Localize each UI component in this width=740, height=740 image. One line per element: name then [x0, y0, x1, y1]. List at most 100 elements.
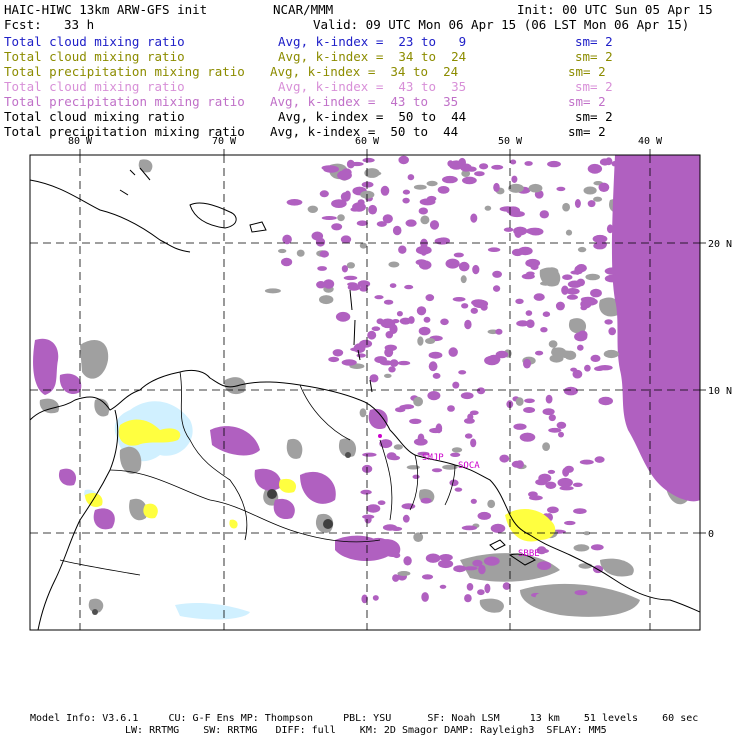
purple-cell — [508, 183, 524, 193]
purple-cell — [319, 250, 329, 258]
purple-cell — [470, 438, 477, 448]
purple-cell — [574, 590, 588, 596]
purple-cell — [296, 249, 305, 257]
purple-cell — [361, 594, 368, 604]
purple-cell — [472, 264, 480, 275]
purple-cell — [392, 225, 402, 236]
legend-field: Total precipitation mixing ratio — [4, 124, 245, 139]
purple-cell — [526, 319, 535, 329]
model-title: HAIC-HIWC 13km ARW-GFS init — [4, 2, 208, 17]
purple-cell — [399, 317, 412, 325]
purple-cell — [572, 482, 583, 487]
legend-avg: Avg, k-index = 34 to 24 — [270, 64, 459, 79]
purple-cell — [418, 207, 428, 215]
purple-cell — [590, 288, 602, 298]
purple-cell — [420, 215, 430, 225]
purple-cell — [528, 183, 543, 193]
purple-cell — [406, 465, 420, 470]
purple-cell — [450, 452, 461, 457]
purple-cell — [377, 500, 386, 506]
purple-cell — [493, 182, 500, 192]
purple-cell — [461, 303, 469, 309]
country-borders — [59, 371, 456, 576]
purple-cell — [458, 261, 470, 272]
purple-cell — [539, 210, 549, 219]
purple-cell — [384, 373, 392, 378]
purple-cell — [425, 553, 441, 563]
purple-cell — [608, 327, 616, 336]
legend-avg: Avg, k-index = 43 to 35 — [270, 94, 459, 109]
purple-cell — [368, 204, 377, 215]
purple-cell — [307, 205, 318, 213]
purple-cell — [548, 414, 556, 422]
purple-cell — [423, 316, 431, 323]
purple-cell — [513, 226, 528, 236]
purple-cell — [323, 279, 335, 289]
purple-cell — [577, 344, 584, 351]
forecast-hour: 33 h — [64, 17, 95, 32]
purple-cell — [359, 408, 367, 418]
purple-cell — [362, 157, 375, 163]
purple-cell — [359, 242, 367, 249]
purple-cell — [487, 499, 496, 509]
purple-cell — [574, 332, 588, 342]
purple-cell — [331, 223, 343, 231]
purple-cell — [428, 361, 438, 372]
purple-cell — [583, 531, 591, 536]
purple-cell — [477, 511, 492, 520]
purple-cell — [526, 227, 542, 235]
purple-cell — [416, 306, 427, 316]
purple-cell — [479, 163, 489, 170]
purple-cell — [316, 281, 326, 289]
purple-cell — [454, 487, 463, 492]
purple-cell — [604, 267, 621, 275]
purple-cell — [332, 349, 344, 357]
purple-cell — [382, 214, 393, 224]
purple-cell — [556, 421, 567, 429]
purple-cell — [524, 161, 533, 166]
purple-cell — [409, 418, 422, 424]
purple-cell — [458, 157, 467, 167]
purple-cell — [281, 257, 293, 267]
purple-cell — [548, 427, 562, 433]
purple-cell — [611, 161, 618, 167]
purple-cell — [562, 467, 570, 477]
purple-cell — [567, 280, 583, 288]
purple-cell — [379, 439, 393, 449]
purple-cell — [286, 199, 303, 206]
purple-cell — [563, 386, 578, 396]
legend-sm: sm= 2 — [575, 79, 613, 94]
init-time: Init: 00 UTC Sun 05 Apr 15 — [517, 2, 713, 17]
lat-label: 20 N — [708, 239, 732, 250]
purple-cell — [445, 258, 460, 269]
purple-cell — [474, 171, 485, 177]
purple-cell — [413, 532, 424, 542]
purple-cell — [427, 391, 441, 401]
purple-cell — [425, 338, 436, 344]
purple-cell — [369, 374, 379, 383]
purple-cell — [593, 196, 603, 202]
purple-cell — [535, 592, 547, 602]
purple-cell — [421, 574, 434, 580]
purple-cell — [547, 469, 556, 474]
legend-avg: Avg, k-index = 34 to 24 — [278, 49, 467, 64]
purple-cell — [577, 246, 587, 253]
purple-cell — [535, 350, 544, 356]
purple-cell — [561, 285, 569, 295]
purple-cell — [523, 407, 536, 413]
purple-cell — [469, 410, 479, 416]
purple-cell — [359, 286, 369, 292]
latitude-labels: 20 N 10 N 0 — [708, 239, 732, 540]
purple-cell — [584, 364, 591, 372]
purple-cell — [598, 396, 613, 406]
purple-cell — [490, 523, 506, 534]
purple-cell — [564, 520, 576, 526]
purple-cell — [556, 186, 566, 192]
purple-cell — [328, 356, 340, 363]
purple-cell — [317, 266, 327, 271]
purple-cell — [372, 595, 379, 601]
purple-cell — [415, 245, 432, 255]
purple-cell — [376, 221, 387, 227]
purple-cell — [464, 433, 473, 439]
purple-cell — [366, 504, 381, 513]
